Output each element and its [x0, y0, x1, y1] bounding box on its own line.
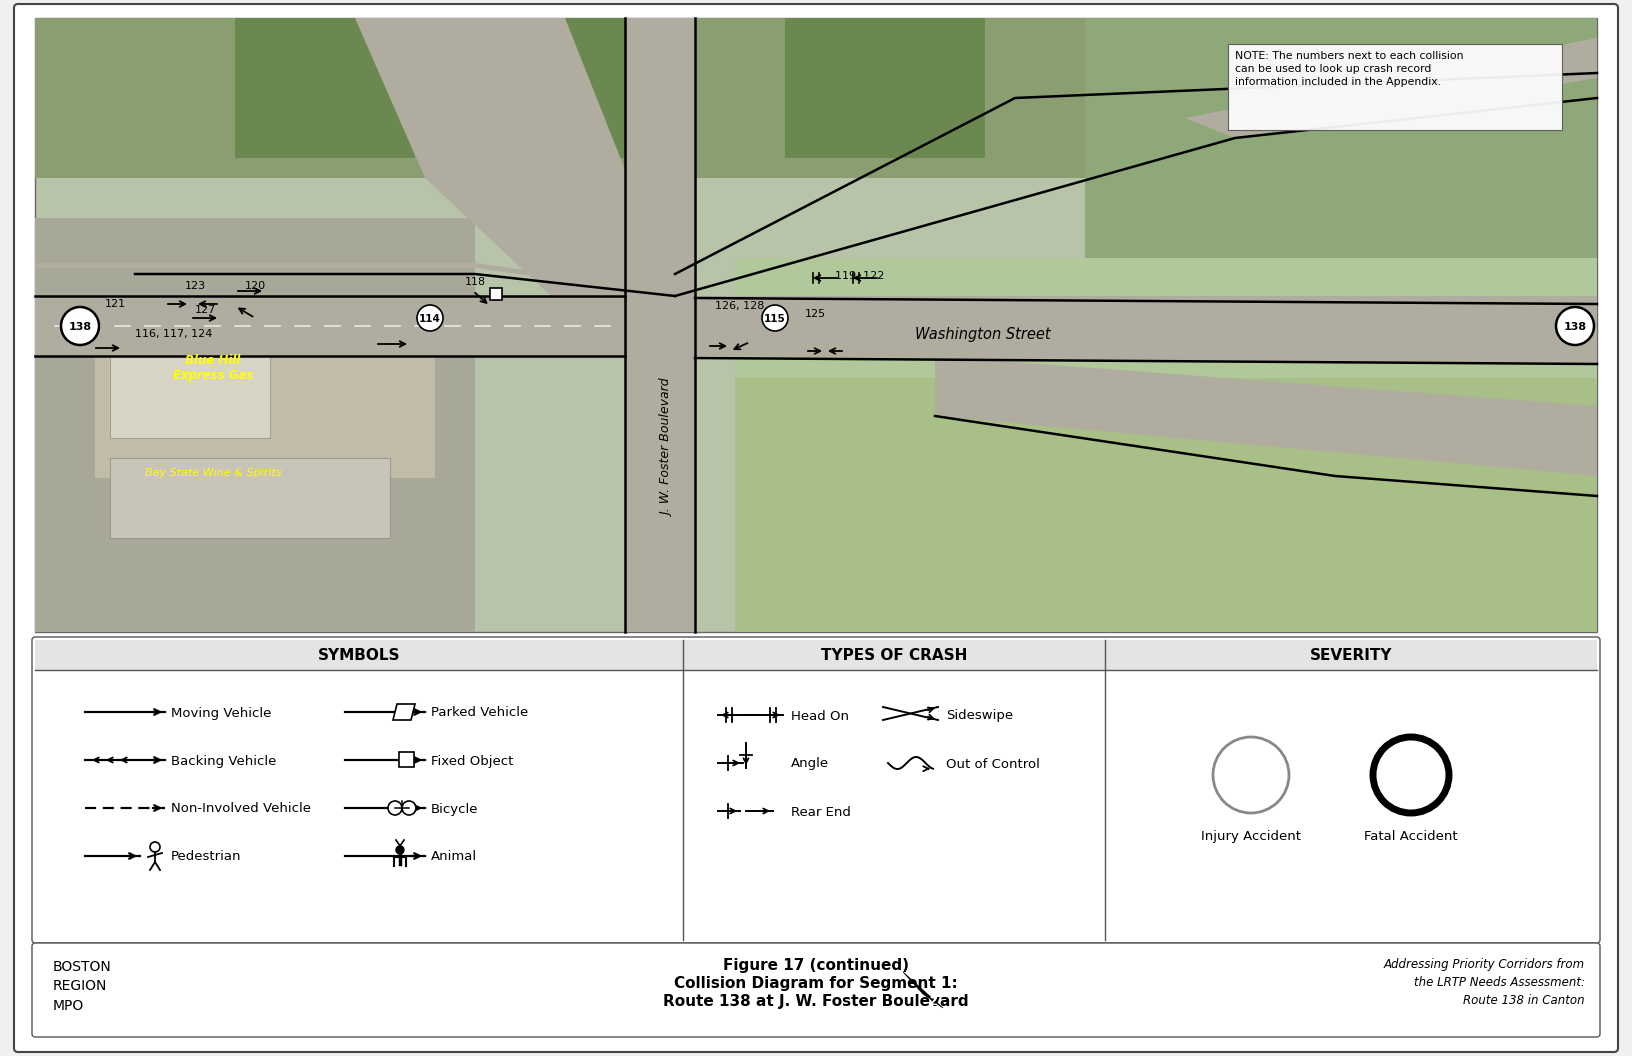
Text: Fatal Accident: Fatal Accident — [1364, 830, 1457, 843]
Text: J. W. Foster Boulevard: J. W. Foster Boulevard — [661, 379, 674, 516]
Bar — [1415, 18, 1565, 158]
Bar — [235, 18, 415, 158]
Bar — [785, 18, 986, 158]
Text: 123: 123 — [184, 281, 206, 291]
Bar — [1085, 18, 1598, 318]
Polygon shape — [695, 296, 1598, 364]
Text: Non-Involved Vehicle: Non-Involved Vehicle — [171, 803, 312, 815]
Text: 138: 138 — [1563, 322, 1586, 332]
Text: 125: 125 — [805, 309, 826, 319]
Bar — [625, 296, 695, 356]
Text: 116, 117, 124: 116, 117, 124 — [135, 329, 212, 339]
Bar — [34, 640, 1598, 670]
Bar — [34, 218, 475, 631]
Circle shape — [388, 802, 401, 815]
Text: Animal: Animal — [431, 850, 477, 864]
Text: Pedestrian: Pedestrian — [171, 850, 242, 864]
Bar — [490, 288, 503, 300]
Circle shape — [150, 842, 160, 852]
Circle shape — [418, 305, 442, 331]
Text: 121: 121 — [104, 299, 126, 309]
Bar — [34, 18, 1598, 631]
Text: 127: 127 — [194, 305, 217, 315]
Text: Collision Diagram for Segment 1:: Collision Diagram for Segment 1: — [674, 976, 958, 991]
Bar — [109, 338, 269, 438]
Text: BOSTON
REGION
MPO: BOSTON REGION MPO — [52, 960, 111, 1013]
Bar — [95, 318, 436, 478]
Text: Rear End: Rear End — [792, 806, 850, 818]
Circle shape — [60, 307, 100, 345]
Text: 119, 122: 119, 122 — [836, 271, 885, 281]
Polygon shape — [356, 18, 676, 356]
Text: 115: 115 — [764, 314, 787, 324]
Text: NOTE: The numbers next to each collision
can be used to look up crash record
inf: NOTE: The numbers next to each collision… — [1235, 51, 1464, 88]
Text: Z: Z — [929, 997, 937, 1007]
Polygon shape — [935, 356, 1598, 476]
Circle shape — [1213, 737, 1289, 813]
Text: Angle: Angle — [792, 757, 829, 771]
Polygon shape — [34, 263, 676, 296]
Text: 138: 138 — [69, 322, 91, 332]
Text: 114: 114 — [419, 314, 441, 324]
Text: Bay State Wine & Spirits: Bay State Wine & Spirits — [145, 468, 281, 478]
Bar — [625, 18, 695, 631]
Text: SEVERITY: SEVERITY — [1310, 648, 1392, 663]
Text: TYPES OF CRASH: TYPES OF CRASH — [821, 648, 968, 663]
Text: 118: 118 — [465, 277, 486, 287]
Bar — [516, 18, 635, 158]
Circle shape — [762, 305, 788, 331]
Circle shape — [1373, 737, 1449, 813]
FancyBboxPatch shape — [33, 637, 1599, 943]
Text: 126, 128: 126, 128 — [715, 301, 764, 312]
Bar — [734, 258, 1598, 631]
Text: Out of Control: Out of Control — [947, 757, 1040, 771]
Text: Addressing Priority Corridors from
the LRTP Needs Assessment:
Route 138 in Canto: Addressing Priority Corridors from the L… — [1384, 958, 1585, 1007]
Text: Head On: Head On — [792, 710, 849, 722]
Text: Figure 17 (continued): Figure 17 (continued) — [723, 958, 909, 973]
Bar — [34, 18, 1598, 178]
Polygon shape — [1185, 38, 1598, 138]
Polygon shape — [734, 378, 1598, 631]
Bar — [109, 458, 390, 538]
Text: Parked Vehicle: Parked Vehicle — [431, 706, 529, 719]
Bar — [1134, 18, 1386, 158]
Circle shape — [1555, 307, 1594, 345]
Text: Backing Vehicle: Backing Vehicle — [171, 754, 276, 768]
FancyBboxPatch shape — [15, 4, 1617, 1052]
Text: Blue Hill
Express Gas: Blue Hill Express Gas — [173, 354, 253, 382]
Circle shape — [397, 846, 405, 854]
Text: Washington Street: Washington Street — [916, 326, 1051, 341]
FancyBboxPatch shape — [33, 943, 1599, 1037]
Text: Bicycle: Bicycle — [431, 803, 478, 815]
Bar — [34, 296, 1598, 356]
Bar — [398, 752, 415, 767]
Text: 120: 120 — [245, 281, 266, 291]
Polygon shape — [902, 972, 943, 1008]
Text: Route 138 at J. W. Foster Boulevard: Route 138 at J. W. Foster Boulevard — [663, 994, 969, 1008]
Text: Moving Vehicle: Moving Vehicle — [171, 706, 271, 719]
Polygon shape — [393, 704, 415, 720]
Text: Sideswipe: Sideswipe — [947, 710, 1013, 722]
Text: SYMBOLS: SYMBOLS — [318, 648, 400, 663]
Text: Fixed Object: Fixed Object — [431, 754, 514, 768]
Circle shape — [401, 802, 416, 815]
FancyBboxPatch shape — [1227, 44, 1562, 130]
Text: Injury Accident: Injury Accident — [1201, 830, 1301, 843]
